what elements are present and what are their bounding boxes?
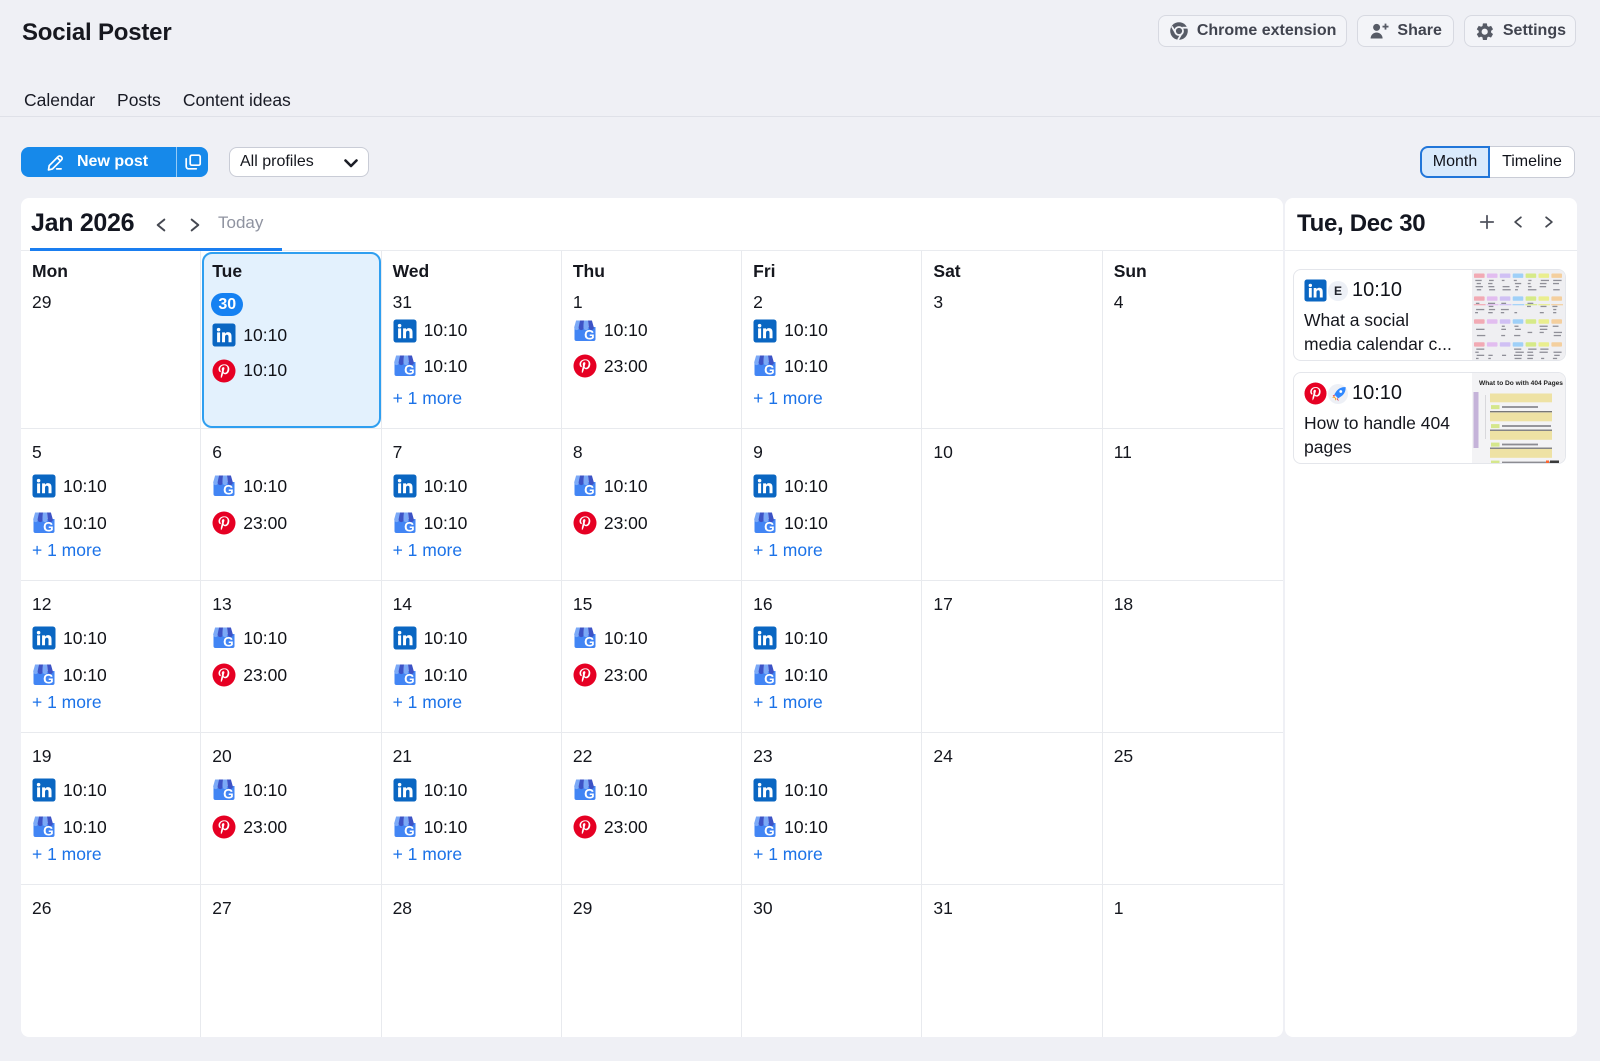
svg-text:What to Do with 404 Pages: What to Do with 404 Pages [1479, 380, 1563, 387]
